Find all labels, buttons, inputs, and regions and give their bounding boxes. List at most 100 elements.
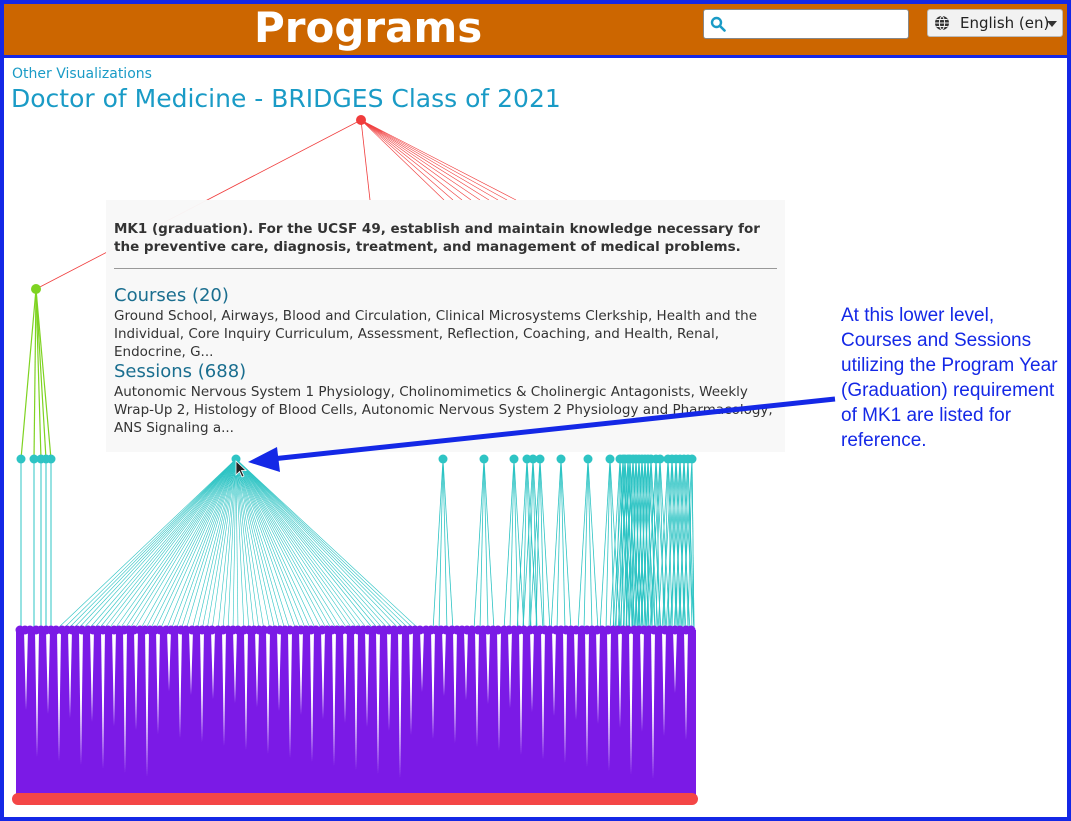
competency-link: [185, 458, 237, 631]
courses-list: Ground School, Airways, Blood and Circul…: [114, 308, 758, 360]
competency-node[interactable]: [655, 454, 665, 464]
search-input[interactable]: [730, 13, 906, 37]
competency-link: [217, 458, 237, 631]
competency-link: [661, 458, 673, 631]
competency-link: [669, 458, 681, 631]
competency-link: [442, 458, 454, 631]
competency-link: [123, 458, 237, 631]
search-icon: [710, 16, 726, 32]
session-gap: [244, 630, 248, 750]
session-gap: [145, 630, 149, 777]
language-label: English (en): [960, 14, 1050, 32]
competency-link: [644, 458, 650, 631]
session-gap: [134, 630, 138, 730]
program-tree-visualization: [12, 115, 698, 805]
session-gap: [662, 630, 666, 736]
competency-link: [235, 458, 401, 631]
competency-link: [235, 458, 302, 631]
program-node[interactable]: [356, 115, 366, 125]
competency-link: [76, 458, 237, 631]
competency-link: [211, 458, 237, 631]
competency-link: [522, 458, 534, 631]
session-gap: [35, 630, 39, 757]
competency-link: [235, 458, 271, 631]
competency-link: [599, 458, 611, 631]
competency-node[interactable]: [16, 454, 26, 464]
competency-node[interactable]: [583, 454, 593, 464]
competency-link: [614, 458, 626, 631]
competency-node[interactable]: [29, 454, 39, 464]
competency-link: [113, 458, 237, 631]
competency-link: [667, 458, 673, 631]
session-node[interactable]: [686, 625, 696, 635]
session-gap: [431, 630, 435, 739]
session-gap: [629, 630, 633, 775]
competency-node[interactable]: [687, 454, 697, 464]
competency-node[interactable]: [438, 454, 448, 464]
competency-node[interactable]: [509, 454, 519, 464]
competency-links: [20, 458, 695, 631]
competency-link: [673, 458, 685, 631]
page-title: Doctor of Medicine - BRIDGES Class of 20…: [11, 84, 561, 113]
session-gap: [277, 630, 281, 711]
competency-link: [473, 458, 485, 631]
competency-link: [577, 458, 589, 631]
courses-heading: Courses (20): [114, 285, 229, 306]
competency-link: [634, 458, 646, 631]
session-gap: [46, 630, 50, 714]
competency-link: [235, 458, 385, 631]
competency-link: [526, 458, 532, 631]
competency-nodes[interactable]: [16, 454, 697, 464]
session-nodes[interactable]: [15, 625, 696, 635]
competency-link: [235, 458, 333, 631]
competency-link: [144, 458, 237, 631]
competency-link: [235, 458, 239, 631]
program-link: [360, 119, 445, 201]
competency-link: [81, 458, 237, 631]
session-gap: [123, 630, 127, 773]
competency-link: [235, 458, 338, 631]
session-gap: [464, 630, 468, 700]
competency-link: [235, 458, 354, 631]
competency-link: [235, 458, 307, 631]
competency-node[interactable]: [556, 454, 566, 464]
competency-node[interactable]: [479, 454, 489, 464]
competency-link: [235, 458, 265, 631]
session-gap: [409, 630, 413, 735]
globe-icon: [935, 15, 949, 31]
session-gap: [442, 630, 446, 696]
competency-node[interactable]: [46, 454, 56, 464]
annotation-callout: At this lower level, Courses and Session…: [841, 305, 1058, 451]
search-box[interactable]: [703, 9, 909, 39]
competency-node[interactable]: [231, 454, 241, 464]
competency-link: [609, 458, 615, 631]
competency-link: [619, 458, 631, 631]
session-gap: [618, 630, 622, 728]
competency-link: [432, 458, 444, 631]
other-visualizations-link[interactable]: Other Visualizations: [12, 66, 152, 82]
competency-link: [509, 458, 515, 631]
year-node[interactable]: [31, 284, 41, 294]
competency-link: [235, 458, 297, 631]
competency-link: [235, 458, 317, 631]
competency-link: [235, 458, 369, 631]
competency-link: [619, 458, 625, 631]
session-gap: [255, 630, 259, 707]
session-gap: [541, 630, 545, 759]
language-dropdown[interactable]: English (en): [927, 9, 1063, 37]
session-gap: [266, 630, 270, 754]
session-gap: [475, 630, 479, 747]
competency-link: [691, 458, 695, 631]
competency-link: [671, 458, 677, 631]
competency-link: [640, 458, 652, 631]
session-gap: [189, 630, 193, 695]
competency-link: [235, 458, 343, 631]
competency-node[interactable]: [605, 454, 615, 464]
competency-link: [154, 458, 237, 631]
session-gap: [321, 630, 325, 719]
competency-link: [107, 458, 237, 631]
competency-link: [55, 458, 237, 631]
competency-node[interactable]: [535, 454, 545, 464]
competency-link: [651, 458, 657, 631]
competency-link: [180, 458, 237, 631]
